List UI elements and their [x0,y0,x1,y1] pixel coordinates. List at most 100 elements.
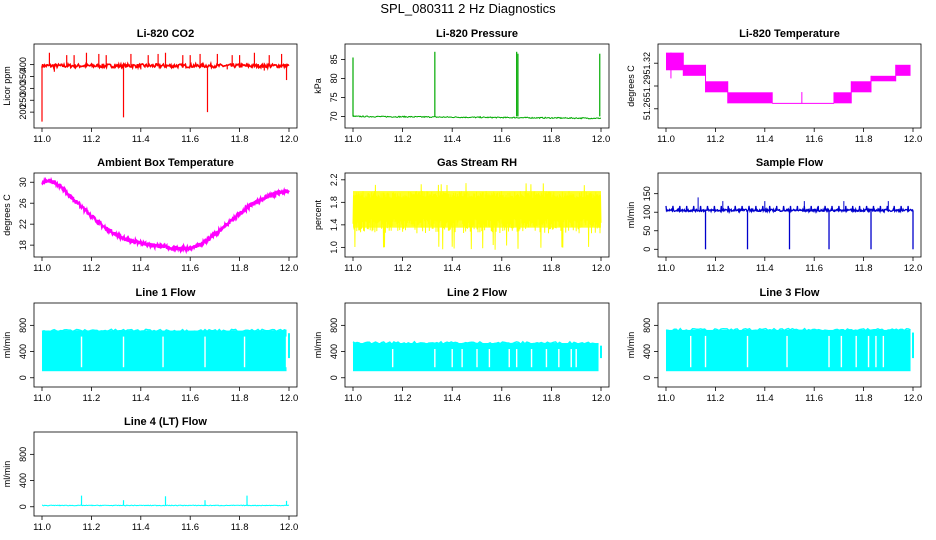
y-tick-label: 51.26 [642,98,652,121]
x-tick-label: 11.0 [33,134,51,145]
plot-frame [33,302,298,388]
x-tick-label: 11.8 [231,263,249,274]
x-tick-label: 11.2 [707,134,725,145]
plot-frame [657,172,922,258]
x-tick-label: 11.6 [493,263,511,274]
y-tick-label: 70 [329,111,339,121]
y-axis-label: ml/min [2,332,12,359]
y-tick-label: 0 [18,375,28,380]
chart-line2: Line 2 Flow ml/min 11.0 11.2 11.4 11.6 11.8 12.… [313,287,610,404]
series-line [665,205,914,215]
x-tick-label: 11.0 [344,134,362,145]
y-tick-label: 22 [18,219,28,229]
series-rh [352,183,602,250]
y-tick-label: 350 [18,69,28,84]
series-fill [666,329,911,372]
x-tick-label: 12.0 [280,134,299,145]
series-edge [665,327,911,333]
chart-title: Sample Flow [756,157,824,169]
chart-title: Li-820 CO2 [137,28,194,40]
x-tick-label: 11.2 [394,263,412,274]
x-tick-label: 11.8 [543,393,561,404]
series-fill [353,191,601,228]
series-line2 [352,340,602,372]
chart-rh: Gas Stream RH percent 11.0 11.2 11.4 11.6 11.8… [313,157,610,274]
x-tick-label: 11.0 [33,522,51,533]
plot-frame [344,43,610,129]
y-tick-label: 51.29 [642,75,652,98]
series-ambient_temp [41,176,290,255]
x-tick-label: 11.6 [493,134,511,145]
y-axis-label: degrees C [2,194,12,236]
band-mark [851,81,872,93]
y-tick-label: 400 [642,344,652,359]
y-tick-label: 0 [329,375,339,380]
chart-title: Li-820 Temperature [739,28,840,40]
y-tick-label: 400 [18,57,28,72]
y-tick-label: 400 [329,344,339,359]
x-tick-label: 11.8 [855,393,873,404]
x-tick-label: 11.2 [83,263,101,274]
series-line [41,60,290,71]
series-edge [352,340,599,346]
x-tick-label: 11.4 [132,134,150,145]
plot-frame [657,43,922,129]
chart-ambient_temp: Ambient Box Temperature degrees C 11.0 11.2… [2,157,298,274]
x-tick-label: 11.0 [33,393,51,404]
series-sample_flow [665,197,914,250]
y-tick-label: 85 [329,54,339,64]
x-tick-label: 11.8 [543,134,561,145]
y-tick-label: 100 [642,205,652,220]
x-tick-label: 11.4 [132,263,150,274]
x-tick-label: 11.6 [805,263,823,274]
series-line4 [41,495,290,507]
x-tick-label: 12.0 [592,393,611,404]
y-tick-label: 800 [18,318,28,333]
x-tick-label: 11.8 [231,134,249,145]
x-tick-label: 11.2 [83,522,101,533]
y-axis-label: ml/min [626,202,636,229]
series-line [352,115,602,120]
y-axis-label: degrees C [626,65,636,107]
band-mark [683,64,706,76]
x-tick-label: 12.0 [904,393,923,404]
x-tick-label: 11.0 [657,393,675,404]
plot-frame [33,43,298,129]
x-tick-label: 11.2 [707,263,725,274]
band-mark [833,92,852,104]
y-tick-label: 51.32 [642,52,652,75]
x-tick-label: 11.2 [707,393,725,404]
band-mark [895,64,911,76]
chart-title: Line 1 Flow [136,287,196,299]
x-tick-label: 12.0 [592,134,611,145]
y-tick-label: 75 [329,92,339,102]
y-tick-label: 400 [18,344,28,359]
series-line [41,176,290,255]
x-tick-label: 11.4 [443,263,461,274]
plot-frame [344,172,610,258]
band-mark [666,52,684,71]
y-axis-label: kPa [313,78,323,94]
y-tick-label: 50 [642,226,652,236]
x-tick-label: 11.4 [756,263,774,274]
series-licor_temp [666,52,911,104]
x-tick-label: 11.6 [181,522,199,533]
y-tick-label: 18 [18,240,28,250]
x-tick-label: 11.6 [805,393,823,404]
y-axis-label: ml/min [2,461,12,488]
series-co2 [41,52,290,122]
x-tick-label: 11.8 [231,393,249,404]
y-tick-label: 80 [329,73,339,83]
x-tick-label: 11.8 [543,263,561,274]
x-tick-label: 11.0 [657,263,675,274]
x-tick-label: 11.6 [181,263,199,274]
y-tick-label: 1.0 [329,241,339,254]
series-edge [41,328,287,333]
x-tick-label: 12.0 [904,134,923,145]
y-axis-label: ml/min [313,332,323,359]
x-tick-label: 12.0 [280,522,299,533]
x-tick-label: 11.6 [805,134,823,145]
x-tick-label: 11.0 [344,263,362,274]
y-tick-label: 0 [642,247,652,252]
series-fill [353,343,599,372]
